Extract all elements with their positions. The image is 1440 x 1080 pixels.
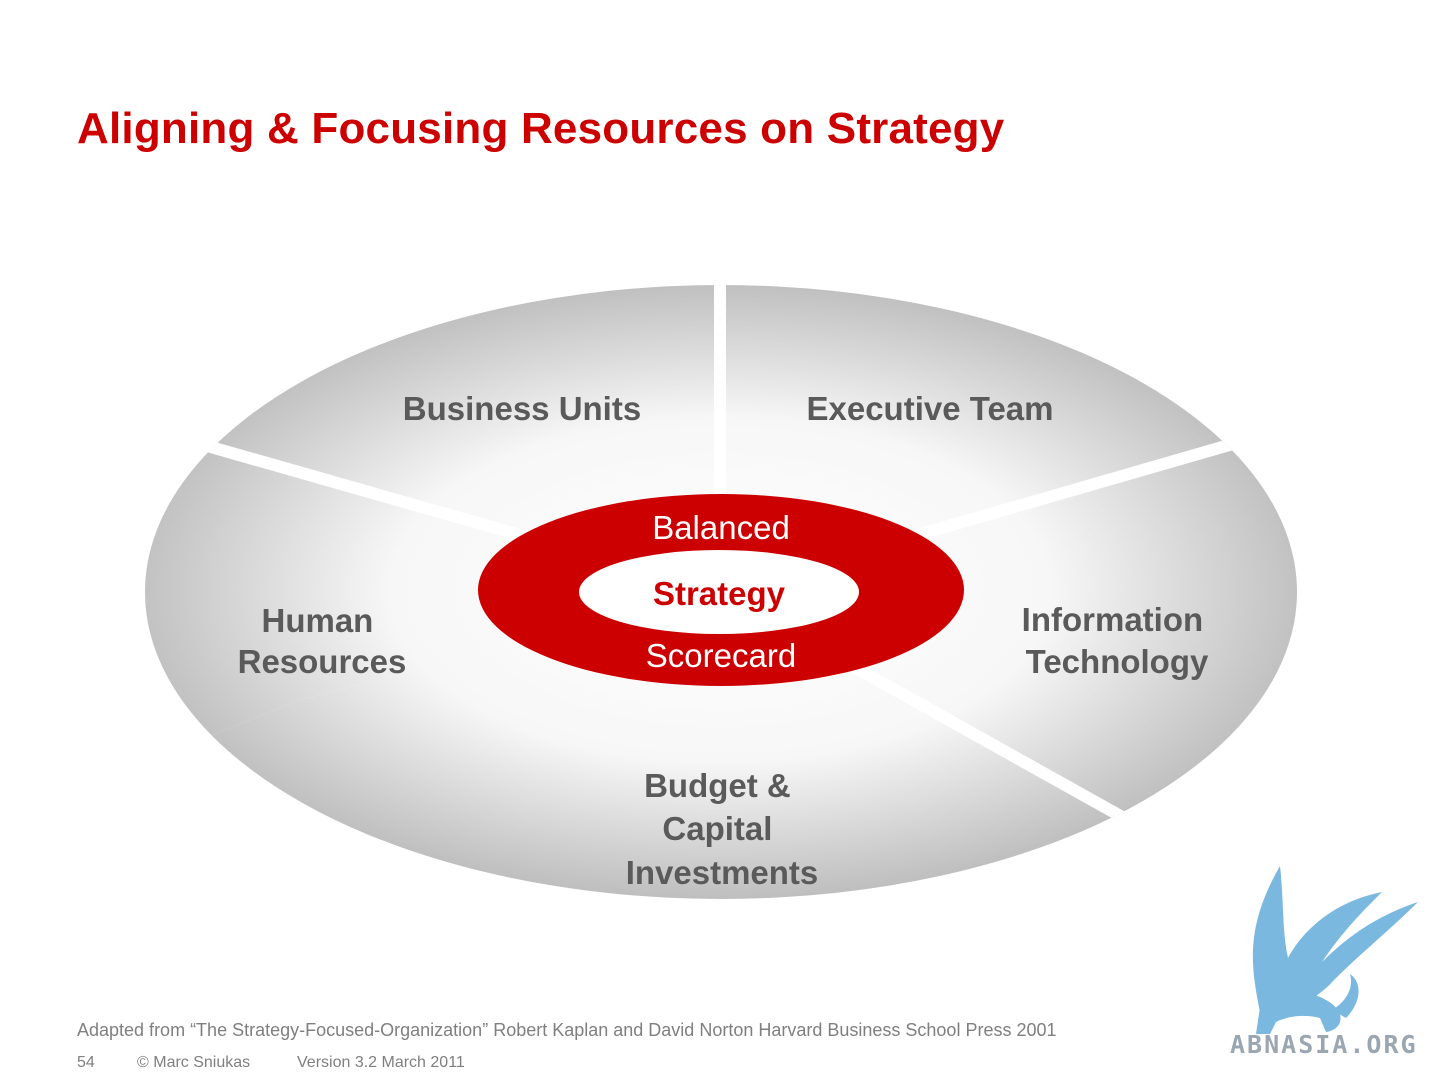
- segment-human-resources: [145, 330, 720, 899]
- version-info: Version 3.2 March 2011: [297, 1054, 465, 1071]
- segment-label-information-technology: Information Technology: [1022, 601, 1213, 680]
- segment-label-human-resources: Human Resources: [238, 602, 407, 680]
- core-label-strategy: Strategy: [653, 575, 786, 612]
- griffin-icon: [1252, 866, 1418, 1034]
- source-note: Adapted from “The Strategy-Focused-Organ…: [77, 1020, 1057, 1040]
- hub-label-scorecard: Scorecard: [646, 637, 796, 674]
- segment-label-business-units: Business Units: [403, 390, 641, 427]
- strategy-core: [579, 550, 859, 634]
- slide-title: Aligning & Focusing Resources on Strateg…: [77, 104, 1005, 153]
- hub-label-balanced: Balanced: [652, 509, 790, 546]
- segment-label-executive-team: Executive Team: [806, 390, 1053, 427]
- page-number: 54: [77, 1054, 95, 1071]
- copyright: © Marc Sniukas: [137, 1054, 251, 1071]
- segment-information-technology: [720, 338, 1297, 899]
- segment-label-budget-capital-investments: Budget & Capital Investments: [626, 767, 819, 891]
- logo-text: ABNASIA.ORG: [1230, 1030, 1418, 1059]
